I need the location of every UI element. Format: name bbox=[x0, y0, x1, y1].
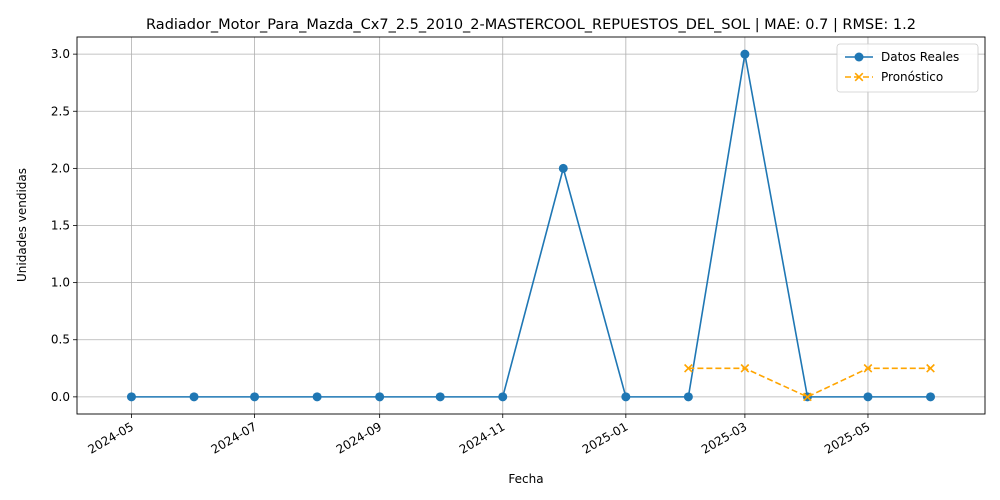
y-tick-label: 0.5 bbox=[51, 333, 70, 347]
series-line-datos-reales bbox=[131, 53, 931, 398]
y-tick-label: 2.0 bbox=[51, 161, 70, 175]
y-axis-label: Unidades vendidas bbox=[15, 168, 29, 282]
data-point-datos-reales bbox=[312, 392, 322, 402]
data-point-pron-stico bbox=[863, 363, 873, 373]
legend-item-datos-reales: Datos Reales bbox=[845, 50, 959, 64]
y-tick-label: 1.0 bbox=[51, 276, 70, 290]
y-tick-label: 3.0 bbox=[51, 47, 70, 61]
legend-box bbox=[836, 43, 979, 93]
data-point-pron-stico bbox=[740, 363, 750, 373]
data-point-pron-stico bbox=[684, 363, 693, 373]
legend-label: Pronóstico bbox=[881, 70, 943, 84]
plot-frame bbox=[76, 36, 986, 415]
data-point-datos-reales bbox=[863, 392, 873, 402]
data-point-datos-reales bbox=[558, 163, 568, 173]
y-tick-label: 2.5 bbox=[51, 104, 70, 118]
series bbox=[126, 49, 936, 402]
x-axis-label: Fecha bbox=[508, 472, 543, 486]
data-point-pron-stico bbox=[926, 363, 935, 373]
legend: Datos Reales Pronóstico bbox=[836, 43, 979, 93]
chart-title: Radiador_Motor_Para_Mazda_Cx7_2.5_2010_2… bbox=[146, 17, 916, 33]
data-point-datos-reales bbox=[498, 392, 508, 402]
data-point-pron-stico bbox=[803, 392, 812, 402]
data-point-datos-reales bbox=[435, 392, 445, 402]
data-point-datos-reales bbox=[740, 49, 750, 59]
data-point-datos-reales bbox=[621, 392, 631, 402]
legend-marker bbox=[854, 72, 864, 82]
data-point-datos-reales bbox=[250, 392, 260, 402]
legend-label: Datos Reales bbox=[881, 50, 959, 64]
y-axis: 0.0 0.5 1.0 1.5 2.0 2.5 3.0 bbox=[51, 47, 77, 404]
data-point-datos-reales bbox=[683, 392, 693, 402]
data-point-datos-reales bbox=[375, 392, 385, 402]
data-point-datos-reales bbox=[126, 392, 136, 402]
series-pron-stico bbox=[684, 363, 935, 402]
series-line-pron-stico bbox=[688, 367, 931, 398]
data-point-datos-reales bbox=[189, 392, 199, 402]
data-point-datos-reales bbox=[926, 392, 936, 402]
y-tick-label: 0.0 bbox=[51, 390, 70, 404]
legend-item-pron-stico: Pronóstico bbox=[845, 70, 943, 84]
y-tick-label: 1.5 bbox=[51, 219, 70, 233]
legend-marker bbox=[854, 52, 864, 62]
